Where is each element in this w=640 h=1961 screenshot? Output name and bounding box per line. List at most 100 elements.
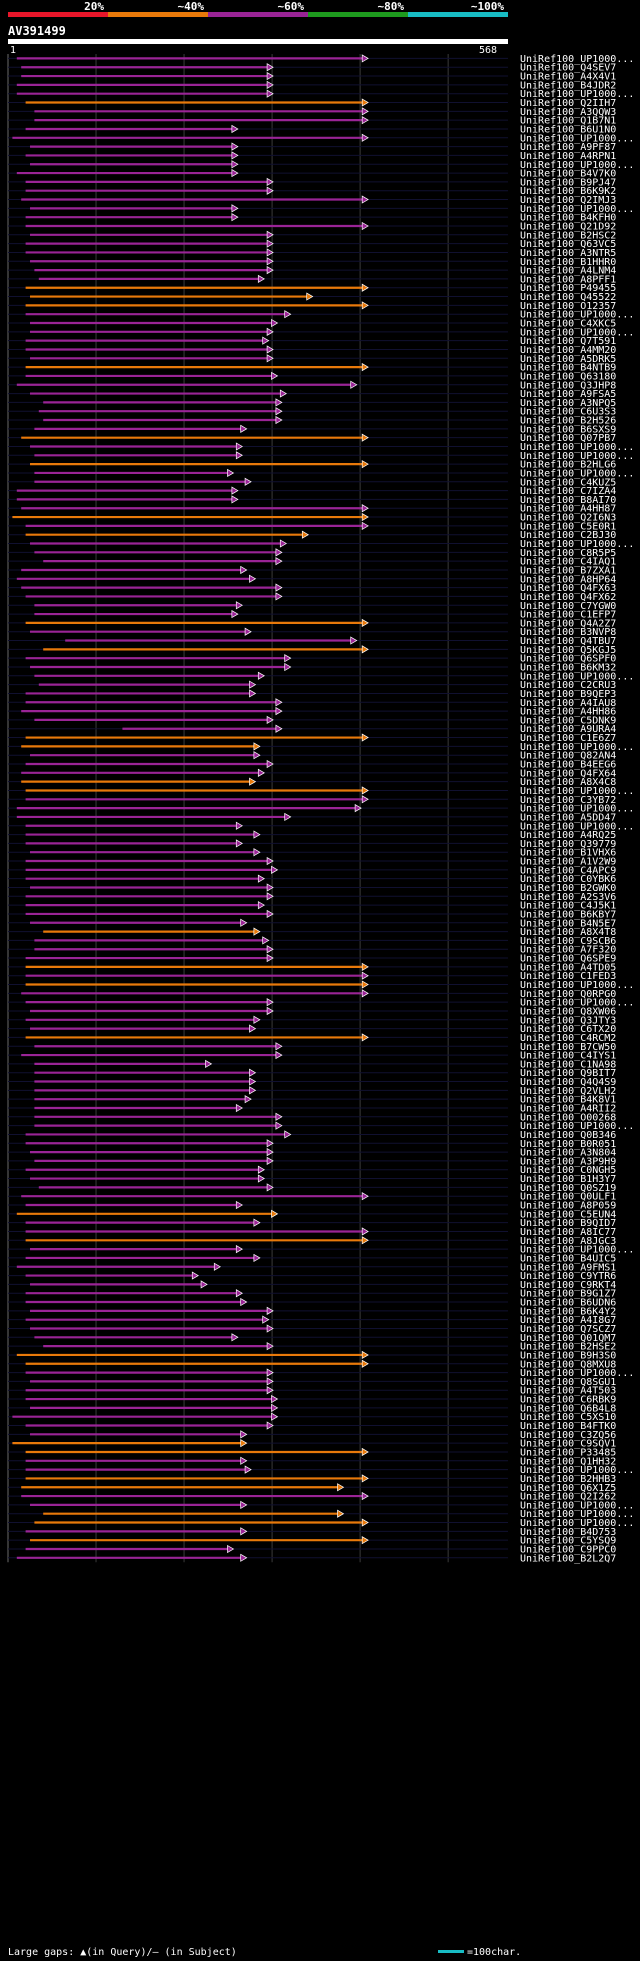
hit-label[interactable]: UniRef100_Q1B7N1 <box>520 116 616 127</box>
hit-label[interactable]: UniRef100_UP1000... <box>520 539 634 550</box>
hit-label[interactable]: UniRef100_C9PPC0 <box>520 1544 616 1555</box>
hit-label[interactable]: UniRef100_B3NVP8 <box>520 627 616 638</box>
hit-label[interactable]: UniRef100_A4T503 <box>520 1386 616 1397</box>
hit-label[interactable]: UniRef100_A4IAU8 <box>520 698 616 709</box>
hit-label[interactable]: UniRef100_B2HLG6 <box>520 460 616 471</box>
hit-label[interactable]: UniRef100_Q0SZ19 <box>520 1183 616 1194</box>
hit-label[interactable]: UniRef100_B9G1Z7 <box>520 1289 616 1300</box>
hit-label[interactable]: UniRef100_A9PF87 <box>520 142 616 153</box>
hit-label[interactable]: UniRef100_Q39779 <box>520 839 616 850</box>
hit-label[interactable]: UniRef100_Q4FX64 <box>520 768 616 779</box>
hit-label[interactable]: UniRef100_UP1000... <box>520 786 634 797</box>
hit-label[interactable]: UniRef100_UP1000... <box>520 980 634 991</box>
hit-label[interactable]: UniRef100_B2H526 <box>520 416 616 427</box>
hit-label[interactable]: UniRef100_C6U3S3 <box>520 407 616 418</box>
hit-label[interactable]: UniRef100_B4N5E7 <box>520 918 616 929</box>
hit-label[interactable]: UniRef100_UP1000... <box>520 998 634 1009</box>
hit-label[interactable]: UniRef100_B4K8V1 <box>520 1095 616 1106</box>
hit-label[interactable]: UniRef100_UP1000... <box>520 1368 634 1379</box>
hit-label[interactable]: UniRef100_C9RKT4 <box>520 1280 616 1291</box>
hit-label[interactable]: UniRef100_Q4Q4S9 <box>520 1077 616 1088</box>
hit-label[interactable]: UniRef100_UP1000... <box>520 327 634 338</box>
hit-label[interactable]: UniRef100_UP1000... <box>520 804 634 815</box>
hit-label[interactable]: UniRef100_A1V2W9 <box>520 857 616 868</box>
hit-label[interactable]: UniRef100_Q4SEV7 <box>520 63 616 74</box>
hit-label[interactable]: UniRef100_UP1000... <box>520 1245 634 1256</box>
hit-label[interactable]: UniRef100_C0YBK6 <box>520 874 616 885</box>
hit-label[interactable]: UniRef100_A8X4T8 <box>520 927 616 938</box>
hit-label[interactable]: UniRef100_A4RPN1 <box>520 151 616 162</box>
hit-label[interactable]: UniRef100_C2CRU3 <box>520 680 616 691</box>
hit-label[interactable]: UniRef100_Q7T591 <box>520 336 616 347</box>
hit-label[interactable]: UniRef100_A3NTR5 <box>520 248 616 259</box>
hit-label[interactable]: UniRef100_A4HH86 <box>520 707 616 718</box>
hit-label[interactable]: UniRef100_C4APC9 <box>520 865 616 876</box>
hit-label[interactable]: UniRef100_A4TD05 <box>520 962 616 973</box>
hit-label[interactable]: UniRef100_C6TX20 <box>520 1024 616 1035</box>
hit-label[interactable]: UniRef100_C9SCB6 <box>520 936 616 947</box>
hit-label[interactable]: UniRef100_B4EEG6 <box>520 760 616 771</box>
hit-label[interactable]: UniRef100_B6K4Y2 <box>520 1306 616 1317</box>
hit-label[interactable]: UniRef100_B9QEP3 <box>520 689 616 700</box>
hit-label[interactable]: UniRef100_Q63VC5 <box>520 239 616 250</box>
hit-label[interactable]: UniRef100_Q1HH32 <box>520 1456 616 1467</box>
hit-label[interactable]: UniRef100_Q3JHP8 <box>520 380 616 391</box>
hit-label[interactable]: UniRef100_B7CW50 <box>520 1042 616 1053</box>
hit-label[interactable]: UniRef100_A7F320 <box>520 945 616 956</box>
hit-label[interactable]: UniRef100_Q7SCZ7 <box>520 1324 616 1335</box>
hit-label[interactable]: UniRef100_A4RII2 <box>520 1103 616 1114</box>
hit-label[interactable]: UniRef100_B2L2Q7 <box>520 1553 616 1564</box>
hit-label[interactable]: UniRef100_B9H3S0 <box>520 1350 616 1361</box>
hit-label[interactable]: UniRef100_Q4A2Z7 <box>520 618 616 629</box>
hit-label[interactable]: UniRef100_C5EUN4 <box>520 1209 616 1220</box>
hit-label[interactable]: UniRef100_C2BJ30 <box>520 530 616 541</box>
hit-label[interactable]: UniRef100_B9QID7 <box>520 1218 616 1229</box>
hit-label[interactable]: UniRef100_A4LNM4 <box>520 266 616 277</box>
hit-label[interactable]: UniRef100_A9URA4 <box>520 724 616 735</box>
hit-label[interactable]: UniRef100_A8X4C8 <box>520 777 616 788</box>
hit-label[interactable]: UniRef100_A4HH87 <box>520 504 616 515</box>
hit-label[interactable]: UniRef100_Q8SGU1 <box>520 1377 616 1388</box>
hit-label[interactable]: UniRef100_UP1000... <box>520 442 634 453</box>
hit-label[interactable]: UniRef100_C3ZQ56 <box>520 1430 616 1441</box>
hit-label[interactable]: UniRef100_UP1000... <box>520 1121 634 1132</box>
hit-label[interactable]: UniRef100_A4MM20 <box>520 345 616 356</box>
hit-label[interactable]: UniRef100_UP1000... <box>520 1465 634 1476</box>
hit-label[interactable]: UniRef100_B6U1N0 <box>520 124 616 135</box>
hit-label[interactable]: UniRef100_B6KBY7 <box>520 909 616 920</box>
hit-label[interactable]: UniRef100_A8HP64 <box>520 574 616 585</box>
hit-label[interactable]: UniRef100_B6UDN6 <box>520 1298 616 1309</box>
hit-label[interactable]: UniRef100_C9SQV1 <box>520 1439 616 1450</box>
hit-label[interactable]: UniRef100_C0NGH5 <box>520 1165 616 1176</box>
hit-label[interactable]: UniRef100_B8AI70 <box>520 495 616 506</box>
hit-label[interactable]: UniRef100_A3N804 <box>520 1148 616 1159</box>
hit-label[interactable]: UniRef100_A9FSA5 <box>520 389 616 400</box>
hit-label[interactable]: UniRef100_A2S3V6 <box>520 892 616 903</box>
hit-label[interactable]: UniRef100_Q82AN4 <box>520 751 616 762</box>
hit-label[interactable]: UniRef100_Q8MXU8 <box>520 1359 616 1370</box>
hit-label[interactable]: UniRef100_C7YGW0 <box>520 601 616 612</box>
hit-label[interactable]: UniRef100_Q4FX62 <box>520 592 616 603</box>
hit-label[interactable]: UniRef100_Q2I262 <box>520 1492 616 1503</box>
hit-label[interactable]: UniRef100_UP1000... <box>520 1509 634 1520</box>
hit-label[interactable]: UniRef100_B1HHR0 <box>520 257 616 268</box>
hit-label[interactable]: UniRef100_UP1000... <box>520 54 634 65</box>
hit-label[interactable]: UniRef100_A3NPQ5 <box>520 398 616 409</box>
hit-label[interactable]: UniRef100_A3P9H9 <box>520 1156 616 1167</box>
hit-label[interactable]: UniRef100_B2HSC2 <box>520 230 616 241</box>
hit-label[interactable]: UniRef100_UP1000... <box>520 468 634 479</box>
hit-label[interactable]: UniRef100_Q6SPF0 <box>520 654 616 665</box>
hit-label[interactable]: UniRef100_C4KUZ5 <box>520 477 616 488</box>
hit-label[interactable]: UniRef100_Q2VLH2 <box>520 1086 616 1097</box>
hit-label[interactable]: UniRef100_A5DD47 <box>520 812 616 823</box>
hit-label[interactable]: UniRef100_A9FMS1 <box>520 1262 616 1273</box>
hit-label[interactable]: UniRef100_C5DNK9 <box>520 715 616 726</box>
hit-label[interactable]: UniRef100_UP1000... <box>520 310 634 321</box>
hit-label[interactable]: UniRef100_C5XS10 <box>520 1412 616 1423</box>
hit-label[interactable]: UniRef100_A8PFF1 <box>520 274 616 285</box>
hit-label[interactable]: UniRef100_A5DRK5 <box>520 354 616 365</box>
hit-label[interactable]: UniRef100_UP1000... <box>520 133 634 144</box>
hit-label[interactable]: UniRef100_C7IZA4 <box>520 486 616 497</box>
hit-label[interactable]: UniRef100_B9PJ47 <box>520 177 616 188</box>
hit-label[interactable]: UniRef100_C8R5P5 <box>520 548 616 559</box>
